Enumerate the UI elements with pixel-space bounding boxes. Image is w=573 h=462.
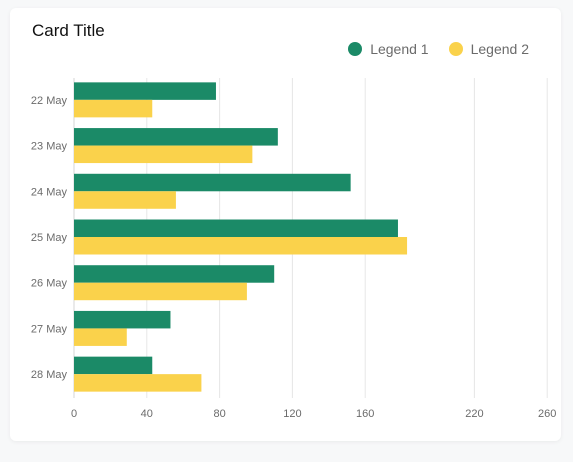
x-tick-label: 0	[71, 408, 77, 420]
legend-item-series-2[interactable]: Legend 2	[448, 41, 529, 57]
bar-1[interactable]	[74, 265, 275, 283]
bar-1[interactable]	[74, 356, 153, 375]
bar-1[interactable]	[74, 310, 171, 329]
bar-2[interactable]	[74, 237, 408, 255]
category-label: 23 May	[31, 141, 68, 153]
category-labels: 22 May 23 May 24 May 25 May 26 May 27 May 28 M…	[31, 95, 68, 381]
x-tick-label: 80	[213, 408, 225, 420]
bar-1[interactable]	[74, 82, 216, 100]
x-tick-label: 260	[538, 408, 556, 420]
bar-2[interactable]	[74, 99, 153, 118]
category-label: 28 May	[31, 369, 68, 381]
bar-1[interactable]	[74, 128, 278, 146]
bar-2[interactable]	[74, 328, 127, 346]
x-tick-label: 220	[465, 408, 483, 420]
bar-1[interactable]	[74, 173, 351, 192]
category-label: 22 May	[31, 95, 68, 107]
bar-2[interactable]	[74, 374, 202, 392]
x-tick-label: 120	[283, 408, 301, 420]
x-tick-label: 160	[356, 408, 374, 420]
category-label: 26 May	[31, 278, 68, 290]
legend-label-series-2: Legend 2	[470, 41, 529, 57]
category-label: 25 May	[31, 232, 68, 244]
bar-2[interactable]	[74, 145, 253, 164]
category-label: 27 May	[31, 323, 68, 335]
legend-swatch-series-1	[348, 42, 363, 56]
legend-item-series-1[interactable]: Legend 1	[348, 41, 429, 57]
value-tick-labels: 0 40 80 120 160 220 260	[71, 408, 556, 420]
legend-swatch-series-2	[448, 42, 463, 56]
bar-1[interactable]	[74, 219, 398, 238]
bar-2[interactable]	[74, 191, 176, 209]
bars	[74, 82, 408, 392]
category-label: 24 May	[31, 186, 68, 198]
bar-2[interactable]	[74, 282, 247, 301]
x-tick-label: 40	[141, 408, 153, 420]
card-title: Card Title	[32, 21, 105, 40]
legend-label-series-1: Legend 1	[370, 41, 429, 57]
chart-legend: Legend 1 Legend 2	[348, 41, 529, 57]
